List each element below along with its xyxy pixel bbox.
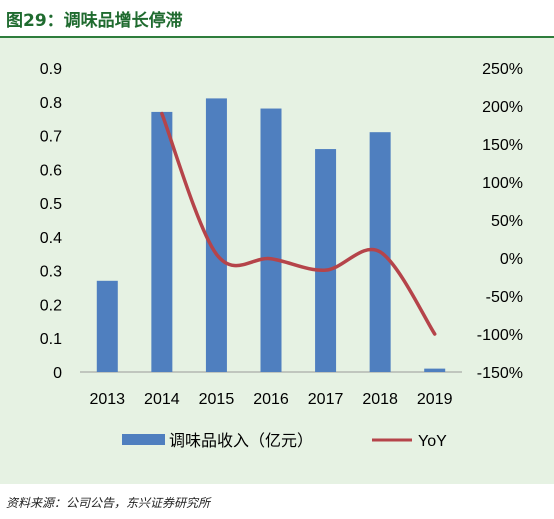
right-tick-label: -50% xyxy=(486,289,523,306)
figure-title: 图29：调味品增长停滞 xyxy=(6,11,183,31)
legend-bar-label: 调味品收入（亿元） xyxy=(169,432,313,450)
x-tick-label: 2013 xyxy=(89,391,125,408)
left-tick-label: 0.3 xyxy=(40,264,62,281)
left-tick-label: 0.7 xyxy=(40,129,62,146)
footer: 资料来源：公司公告，东兴证券研究所 xyxy=(0,484,554,519)
left-tick-label: 0.1 xyxy=(40,331,62,348)
left-tick-label: 0.9 xyxy=(40,61,62,78)
bar-2013 xyxy=(96,280,118,372)
x-tick-label: 2019 xyxy=(417,391,453,408)
x-tick-label: 2014 xyxy=(144,391,180,408)
chart-area: 0 0.1 0.2 0.3 0.4 0.5 0.6 0.7 0.8 0.9 -150% -100% -… xyxy=(0,38,554,484)
right-tick-label: 150% xyxy=(482,137,523,154)
bar-2017 xyxy=(315,149,337,372)
figure-title-bar: 图29：调味品增长停滞 xyxy=(0,0,554,38)
left-tick-label: 0.8 xyxy=(40,95,62,112)
left-tick-label: 0.5 xyxy=(40,196,62,213)
x-tick-label: 2016 xyxy=(253,391,289,408)
bar-2016 xyxy=(260,108,282,373)
right-tick-label: -100% xyxy=(477,327,523,344)
right-axis-ticks: -150% -100% -50% 0% 50% 100% 150% 200% 250% xyxy=(477,61,523,382)
right-tick-label: 250% xyxy=(482,61,523,78)
chart-svg: 00.10.20.30.40.50.60.70.80.9 -150%-100%-… xyxy=(40,61,523,450)
right-tick-label: 0% xyxy=(500,251,523,268)
legend-line-label: YoY xyxy=(418,433,447,450)
left-tick-label: 0.2 xyxy=(40,297,62,314)
bar-2015 xyxy=(205,98,227,373)
right-tick-label: -150% xyxy=(477,365,523,382)
right-tick-label: 100% xyxy=(482,175,523,192)
legend: 调味品收入（亿元） YoY xyxy=(122,432,447,450)
left-tick-label: 0.6 xyxy=(40,162,62,179)
source-note: 资料来源：公司公告，东兴证券研究所 xyxy=(6,496,211,510)
yoy-line xyxy=(160,111,437,336)
x-tick-label: 2017 xyxy=(308,391,344,408)
right-tick-label: 50% xyxy=(491,213,523,230)
left-tick-label: 0.4 xyxy=(40,230,62,247)
legend-bar-swatch xyxy=(122,434,165,445)
left-axis-ticks: 0 0.1 0.2 0.3 0.4 0.5 0.6 0.7 0.8 0.9 xyxy=(40,61,62,382)
bar-2014 xyxy=(151,111,173,373)
x-tick-label: 2015 xyxy=(199,391,235,408)
x-axis-ticks: 2013 2014 2015 2016 2017 2018 2019 xyxy=(89,391,452,408)
x-tick-label: 2018 xyxy=(362,391,398,408)
left-tick-label: 0 xyxy=(53,365,62,382)
bar-2019 xyxy=(424,368,446,372)
bar-series xyxy=(96,98,446,373)
right-tick-label: 200% xyxy=(482,99,523,116)
